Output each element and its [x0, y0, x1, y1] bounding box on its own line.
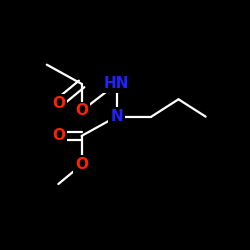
- Text: O: O: [52, 96, 65, 111]
- Text: N: N: [110, 109, 123, 124]
- Text: O: O: [52, 128, 65, 144]
- Text: HN: HN: [104, 76, 129, 92]
- Text: O: O: [75, 157, 88, 172]
- Text: O: O: [75, 103, 88, 118]
